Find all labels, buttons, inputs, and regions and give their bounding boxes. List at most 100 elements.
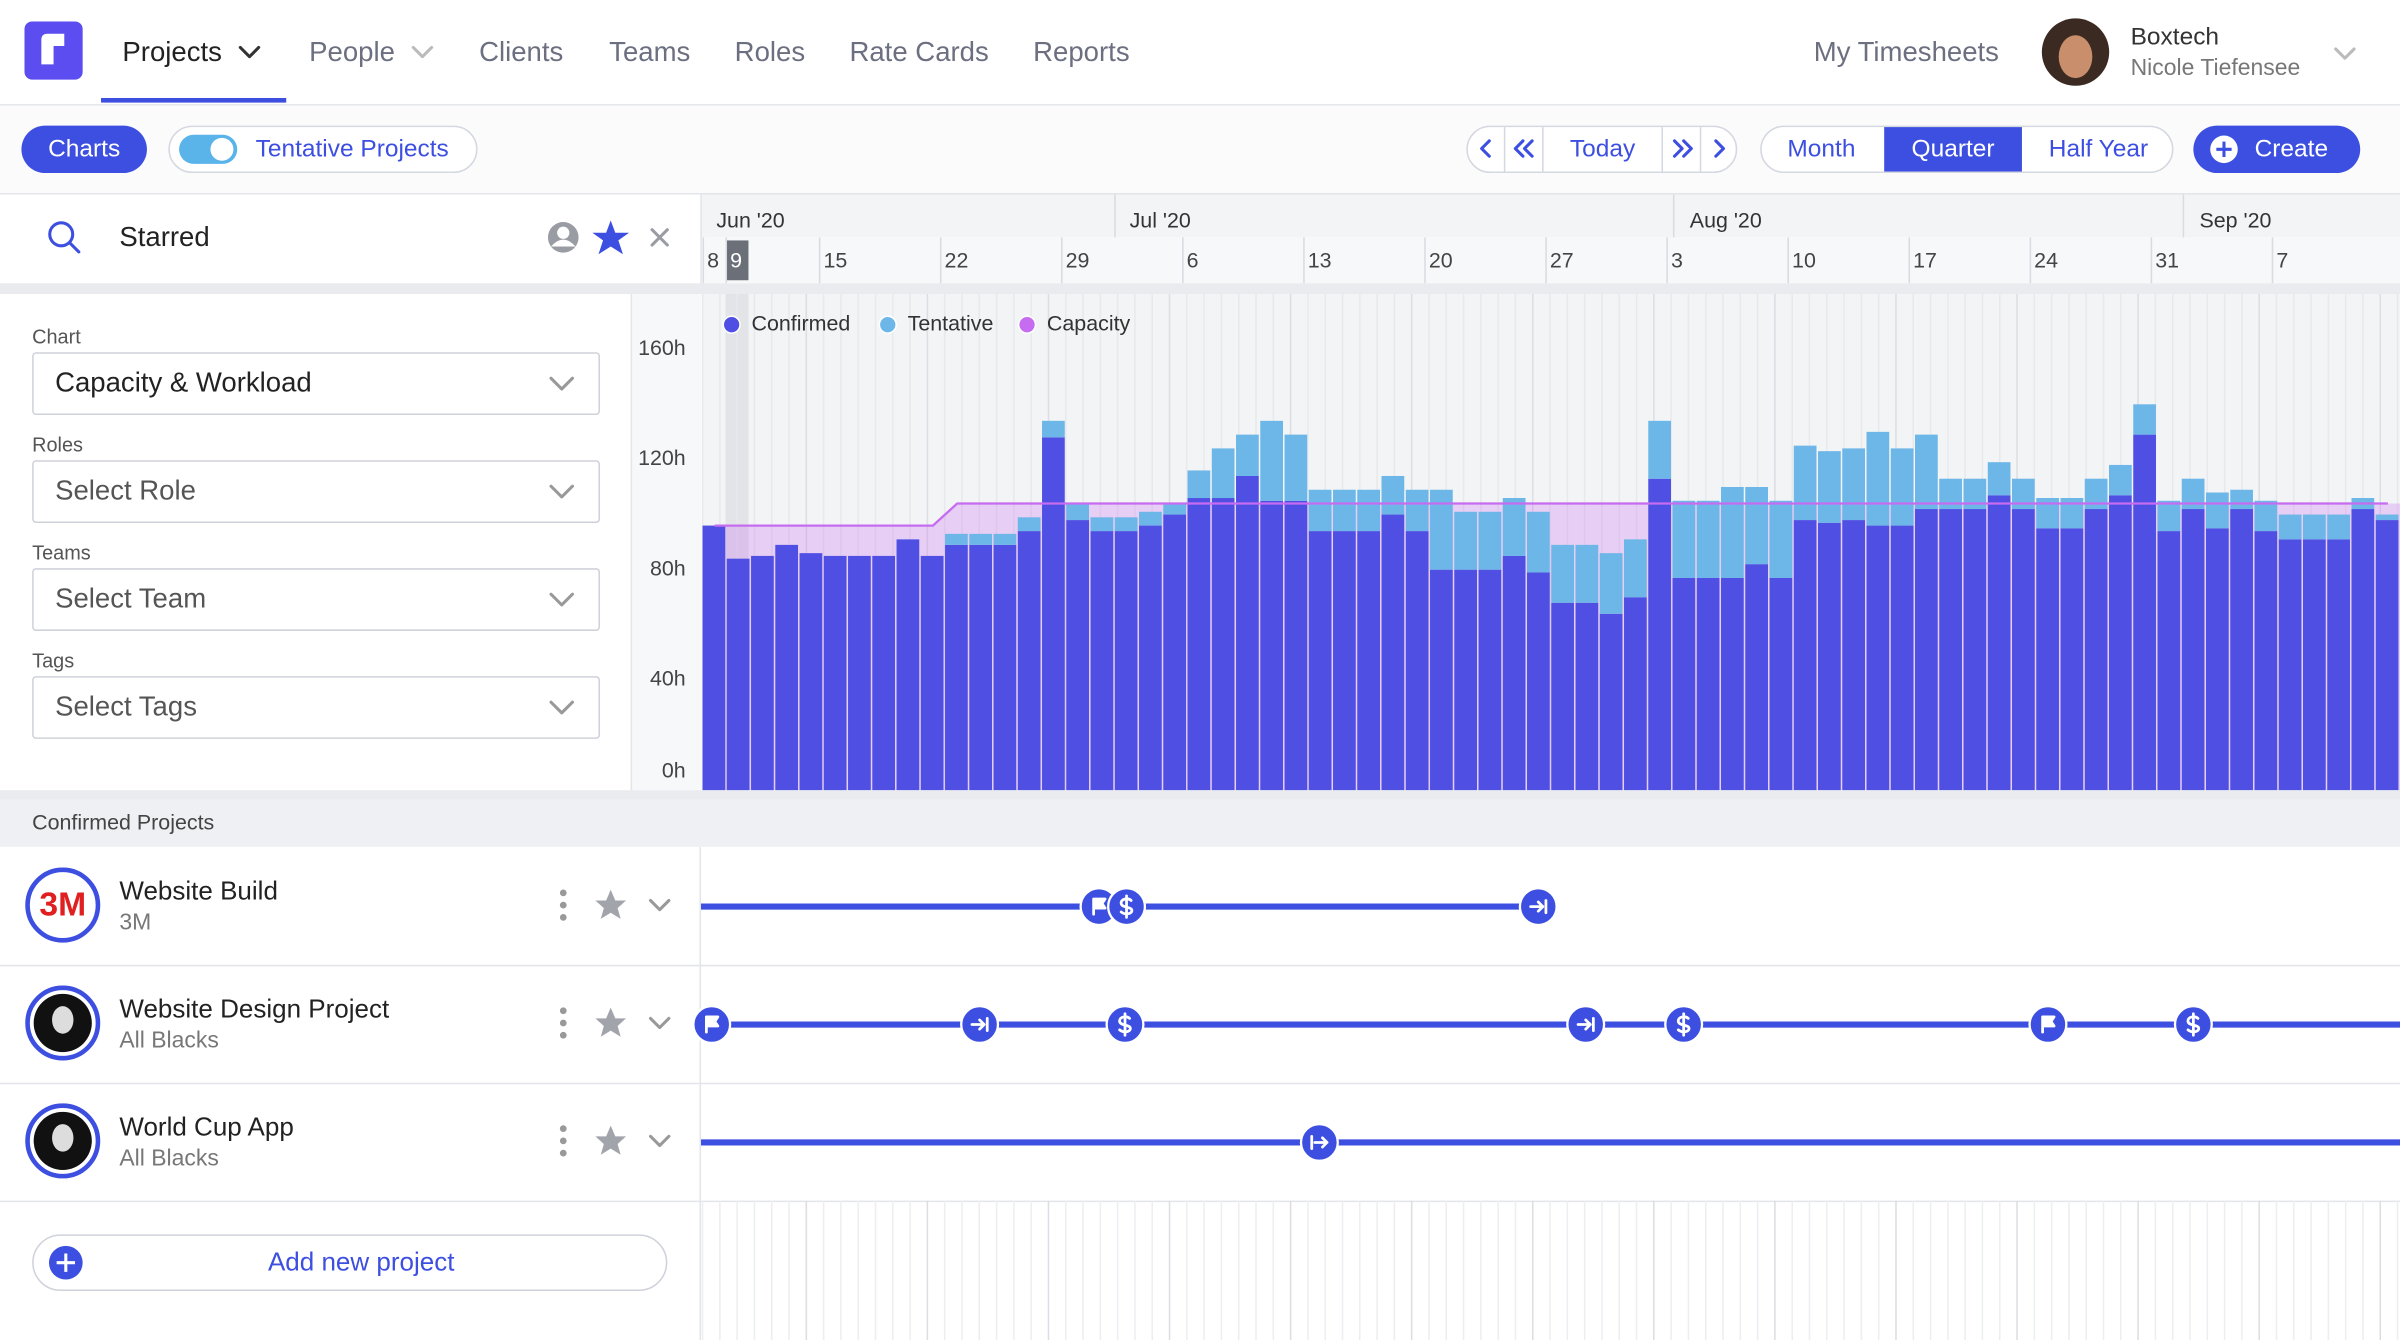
bar-segment: [1066, 503, 1090, 521]
menu-dot: [559, 1007, 567, 1015]
day-label: 15: [823, 249, 847, 273]
view-option[interactable]: Half Year: [2049, 136, 2148, 163]
chevron: [549, 592, 574, 607]
bar-segment: [1793, 445, 1817, 521]
view-option[interactable]: Quarter: [1912, 136, 1995, 163]
bar-segment: [1793, 520, 1817, 791]
dropdown[interactable]: [32, 460, 600, 523]
bar-segment: [1090, 517, 1114, 532]
star-filter[interactable]: [592, 220, 630, 255]
menu-dot: [559, 901, 567, 909]
legend-swatch: [1017, 315, 1037, 334]
legend-label: Confirmed: [752, 311, 851, 335]
project-name[interactable]: Website Design Project: [119, 994, 390, 1024]
star-button[interactable]: [595, 1125, 627, 1155]
bar-segment: [1042, 420, 1065, 438]
chevron: [549, 700, 574, 715]
day-label: 24: [2034, 249, 2058, 273]
dropdown[interactable]: [32, 568, 600, 631]
bar-segment: [2230, 509, 2253, 791]
bar-segment: [1672, 500, 1696, 578]
capacity-line: [714, 502, 2388, 527]
chevron[interactable]: [2334, 47, 2356, 60]
chevron[interactable]: [648, 1134, 671, 1148]
add-project-button[interactable]: [32, 1234, 668, 1291]
legend-swatch: [722, 315, 741, 334]
bar-segment: [2060, 528, 2084, 791]
dropdown[interactable]: [32, 352, 600, 416]
dropdown-value: Select Tags: [55, 691, 197, 722]
bar-segment: [1381, 475, 1405, 515]
chevron[interactable]: [648, 898, 671, 912]
client-logo-figure: [52, 1006, 74, 1034]
today-button[interactable]: Today: [1570, 136, 1636, 163]
month-label: Aug '20: [1690, 209, 1762, 233]
project-name[interactable]: Website Build: [119, 876, 278, 906]
milestone-icon: [1118, 1012, 1132, 1037]
person-body: [551, 239, 576, 247]
bar-segment: [1381, 514, 1405, 791]
project-name[interactable]: World Cup App: [119, 1112, 293, 1142]
client-logo-text: 3M: [39, 886, 86, 923]
tentative-label: Tentative Projects: [256, 136, 449, 163]
band: [0, 790, 2400, 800]
nav-item[interactable]: Roles: [735, 36, 805, 67]
clear-button[interactable]: [650, 228, 669, 247]
filter-label: Chart: [32, 327, 81, 349]
tentative-toggle[interactable]: [168, 125, 478, 174]
prev-fast-button[interactable]: [1513, 139, 1534, 158]
bar-segment: [1139, 511, 1162, 526]
bar-segment: [2206, 492, 2229, 529]
bar-segment: [1502, 555, 1526, 791]
bar-segment: [1866, 431, 1890, 526]
bar-segment: [1987, 462, 2011, 496]
prev-button[interactable]: [1480, 139, 1491, 158]
chevron: [549, 484, 574, 499]
bar-segment: [1915, 434, 1938, 510]
bar-segment: [1696, 500, 1720, 578]
bar-segment: [896, 539, 920, 791]
my-timesheets[interactable]: My Timesheets: [1814, 36, 1999, 67]
filter-panel: Chart Capacity & Workload Roles Select Role…: [32, 327, 600, 739]
bar-segment: [2060, 498, 2084, 529]
nav-item[interactable]: Reports: [1033, 36, 1129, 67]
bar-segment: [2181, 478, 2205, 510]
create-button[interactable]: [2193, 125, 2361, 174]
timeline-header: Jun '20 Jul '20 Aug '20 Sep '20 8 9 15 22 29 6 13 2…: [702, 194, 2288, 284]
dropdown[interactable]: [32, 676, 600, 739]
view-active: [1884, 127, 2022, 172]
search-icon[interactable]: [48, 221, 75, 248]
bar-segment: [1454, 569, 1477, 791]
next-fast-button[interactable]: [1672, 139, 1693, 158]
next-button[interactable]: [1714, 139, 1725, 158]
nav-item[interactable]: Projects: [122, 36, 221, 67]
star-button[interactable]: [595, 889, 627, 919]
bar-segment: [1939, 478, 1962, 510]
search-text[interactable]: Starred: [119, 221, 209, 252]
nav-item[interactable]: Rate Cards: [849, 36, 988, 67]
menu-dot: [559, 1019, 567, 1027]
view-option[interactable]: Month: [1787, 136, 1855, 163]
star-button[interactable]: [595, 1007, 627, 1037]
bar-segment: [2157, 500, 2181, 532]
charts-button[interactable]: [21, 125, 147, 174]
bar-segment: [2133, 434, 2156, 791]
bar-segment: [2303, 539, 2326, 791]
nav-item[interactable]: Clients: [479, 36, 563, 67]
bar-segment: [1454, 511, 1477, 570]
nav-item[interactable]: People: [309, 36, 395, 67]
day-label: 31: [2155, 249, 2179, 273]
nav-item[interactable]: Teams: [609, 36, 690, 67]
bar-segment: [1260, 500, 1284, 791]
bar-segment: [1551, 544, 1574, 603]
chevron[interactable]: [648, 1016, 671, 1030]
milestone-icon: [1092, 897, 1107, 916]
day-label: 7: [2276, 249, 2288, 273]
bar-segment: [1114, 531, 1138, 791]
bar-segment: [920, 555, 944, 791]
day-label: 27: [1550, 249, 1574, 273]
bar-segment: [945, 544, 968, 791]
bar-segment: [1333, 531, 1356, 791]
bar-segment: [1478, 511, 1502, 570]
